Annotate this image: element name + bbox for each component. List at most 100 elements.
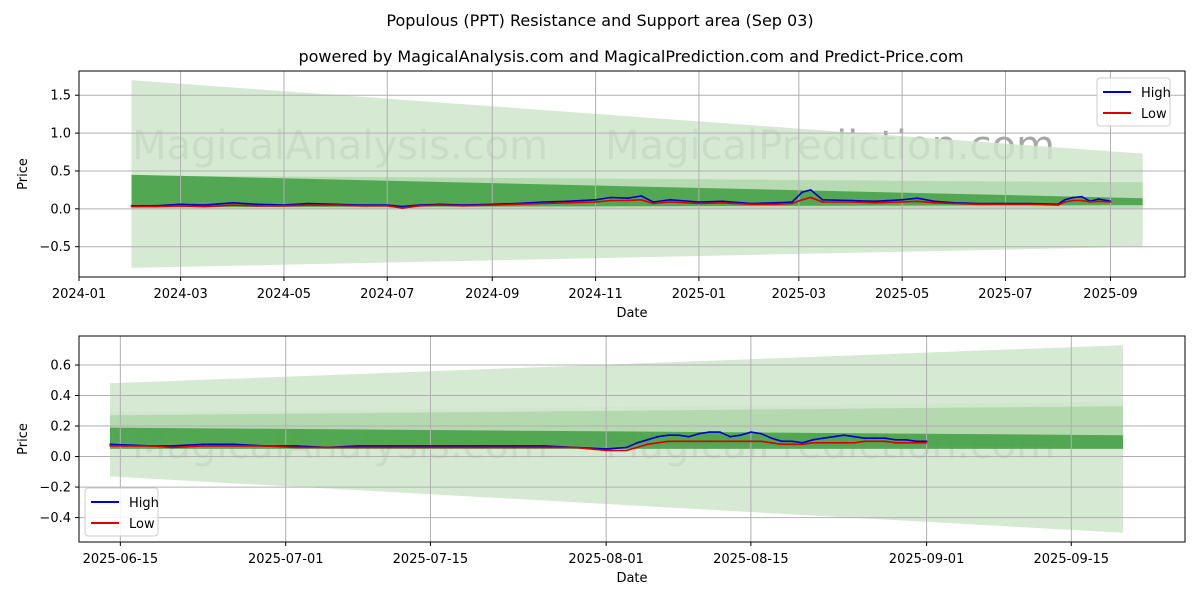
- series-low-point: [542, 202, 545, 205]
- series-low-point: [1063, 201, 1066, 203]
- series-low-point: [811, 441, 814, 444]
- series-high-point: [625, 446, 628, 449]
- series-high-point: [1097, 198, 1100, 200]
- series-low-point: [130, 205, 133, 208]
- series-low-point: [1097, 200, 1100, 203]
- series-low-point: [749, 440, 752, 443]
- series-low-point: [953, 202, 956, 205]
- series-low-point: [1080, 199, 1083, 202]
- y-tick-label: 0.4: [50, 389, 71, 404]
- series-high-point: [791, 440, 794, 443]
- series-low-point: [863, 440, 866, 443]
- series-low-point: [708, 440, 711, 443]
- series-high-point: [565, 200, 568, 203]
- series-high-point: [512, 444, 515, 447]
- series-low-point: [282, 204, 285, 207]
- series-low-point: [150, 444, 153, 447]
- series-high-point: [933, 200, 936, 203]
- series-low-point: [462, 204, 465, 207]
- series-low-point: [832, 441, 835, 444]
- series-low-point: [625, 449, 628, 452]
- series-high-point: [760, 432, 763, 435]
- y-tick-label: −0.4: [39, 511, 71, 526]
- series-low-point: [359, 204, 362, 207]
- series-high-point: [669, 198, 672, 201]
- y-tick-label: 0.6: [50, 358, 71, 373]
- series-high-point: [884, 437, 887, 440]
- x-tick-label: 2024-07: [360, 287, 414, 302]
- series-low-point: [646, 443, 649, 446]
- series-low-point: [179, 204, 182, 207]
- series-low-point: [388, 446, 391, 449]
- series-low-point: [915, 441, 918, 444]
- series-low-point: [884, 440, 887, 443]
- series-low-point: [1057, 204, 1059, 207]
- series-low-point: [904, 441, 907, 444]
- series-high-point: [203, 204, 206, 207]
- x-tick-label: 2024-11: [568, 287, 622, 302]
- series-high-point: [708, 431, 711, 434]
- series-low-point: [306, 204, 309, 207]
- series-high-point: [894, 438, 897, 441]
- series-low-point: [853, 441, 856, 444]
- series-low-point: [295, 446, 298, 449]
- series-low-point: [491, 204, 494, 207]
- series-high-point: [306, 202, 309, 205]
- series-low-point: [667, 440, 670, 443]
- series-low-point: [326, 446, 329, 449]
- series-low-point: [901, 201, 904, 203]
- x-tick-label: 2025-09-15: [1034, 552, 1110, 567]
- series-high-point: [916, 197, 919, 200]
- series-low-point: [515, 203, 517, 206]
- x-tick-label: 2025-05: [875, 287, 929, 302]
- x-tick-label: 2025-03: [772, 287, 826, 302]
- series-high-point: [652, 201, 655, 203]
- series-low-point: [418, 204, 421, 207]
- series-high-point: [677, 434, 680, 437]
- x-tick-label: 2025-07-15: [393, 552, 469, 567]
- series-low-point: [171, 446, 173, 449]
- series-low-point: [698, 440, 701, 443]
- series-low-point: [669, 201, 672, 203]
- series-high-point: [832, 435, 835, 438]
- y-tick-label: 1.0: [50, 127, 71, 142]
- chart-title: powered by MagicalAnalysis.com and Magic…: [298, 47, 963, 66]
- series-low-point: [1089, 201, 1092, 203]
- series-low-point: [1072, 199, 1075, 202]
- series-low-point: [750, 203, 753, 206]
- series-low-point: [626, 199, 629, 202]
- series-low-point: [512, 446, 515, 449]
- series-low-point: [419, 446, 422, 449]
- series-low-point: [739, 440, 742, 443]
- series-high-point: [636, 441, 639, 444]
- series-high-point: [718, 431, 721, 434]
- series-low-point: [894, 441, 897, 444]
- y-tick-label: 0.0: [50, 202, 71, 217]
- series-low-point: [687, 440, 690, 443]
- series-high-point: [171, 444, 173, 447]
- bottom-chart-panel: MagicalAnalysis.comMagicalPrediction.com…: [16, 335, 1186, 586]
- series-high-point: [811, 438, 814, 441]
- series-high-point: [626, 197, 629, 200]
- plot-area: [79, 71, 1185, 277]
- series-low-point: [233, 444, 235, 447]
- x-tick-label: 2025-07-01: [248, 552, 324, 567]
- chart-legend: High Low: [84, 487, 159, 537]
- series-low-point: [652, 202, 655, 205]
- series-low-point: [255, 204, 258, 207]
- series-high-point: [357, 444, 360, 447]
- series-low-point: [721, 201, 724, 204]
- series-low-point: [780, 443, 783, 446]
- series-high-point: [697, 201, 700, 203]
- series-high-point: [1080, 195, 1083, 198]
- series-low-point: [543, 446, 546, 449]
- series-high-point: [780, 440, 783, 443]
- x-tick-label: 2024-01: [52, 287, 106, 302]
- legend-label-high: High: [129, 496, 159, 511]
- series-high-point: [179, 203, 182, 206]
- series-high-point: [809, 188, 812, 191]
- series-low-point: [438, 204, 441, 207]
- series-high-point: [801, 191, 804, 194]
- y-axis-label: Price: [16, 158, 31, 190]
